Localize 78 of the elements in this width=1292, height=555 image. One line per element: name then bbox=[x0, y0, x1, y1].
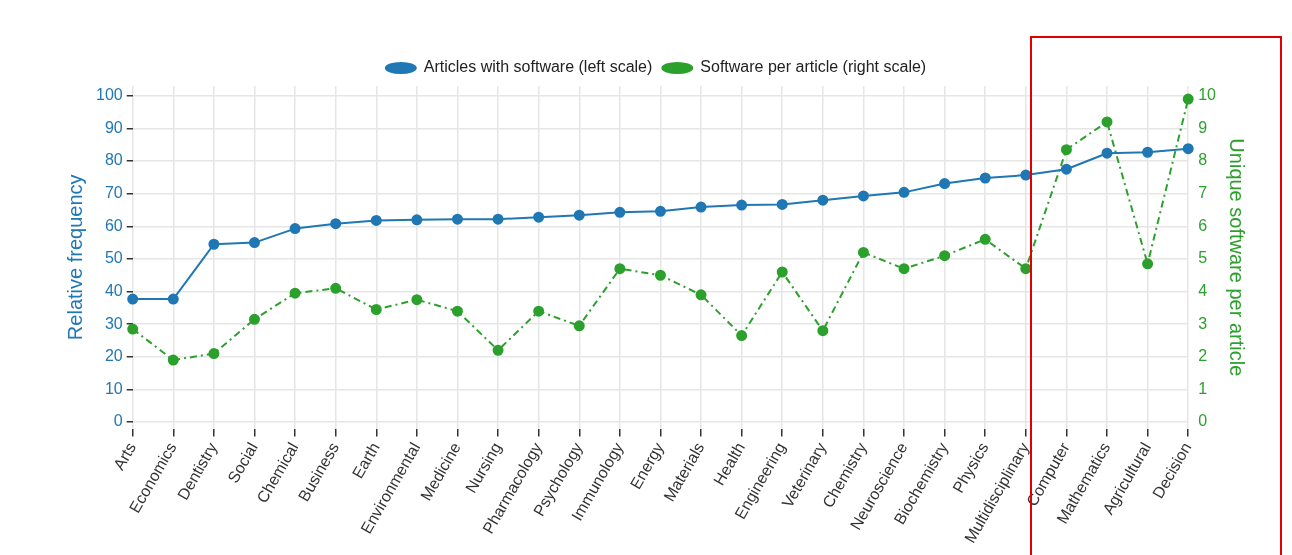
y2-tick-label: 2 bbox=[1198, 347, 1208, 365]
point bbox=[1101, 116, 1113, 128]
point bbox=[857, 190, 869, 202]
point bbox=[411, 294, 423, 306]
point bbox=[1142, 258, 1154, 270]
point bbox=[1101, 147, 1113, 159]
legend-label: Articles with software (left scale) bbox=[423, 58, 653, 76]
point bbox=[1060, 163, 1072, 175]
point bbox=[492, 213, 504, 225]
point bbox=[167, 354, 179, 366]
y2-tick-label: 0 bbox=[1198, 412, 1208, 430]
point bbox=[1060, 144, 1072, 156]
point bbox=[614, 206, 626, 218]
y-tick-label: 30 bbox=[104, 314, 123, 332]
y-tick-label: 40 bbox=[104, 281, 123, 299]
point bbox=[330, 218, 342, 230]
point bbox=[127, 293, 139, 305]
point bbox=[370, 214, 382, 226]
point bbox=[248, 313, 260, 325]
point bbox=[289, 223, 301, 235]
y-tick-label: 50 bbox=[104, 249, 123, 267]
point bbox=[573, 320, 585, 332]
point bbox=[167, 293, 179, 305]
point bbox=[330, 282, 342, 294]
point bbox=[208, 238, 220, 250]
point bbox=[654, 269, 666, 281]
y-tick-label: 80 bbox=[104, 151, 123, 169]
point bbox=[736, 199, 748, 211]
point bbox=[573, 209, 585, 221]
point bbox=[208, 348, 220, 360]
point bbox=[898, 263, 910, 275]
point bbox=[533, 305, 545, 317]
point bbox=[817, 325, 829, 337]
point bbox=[736, 330, 748, 342]
y-tick-label: 100 bbox=[95, 86, 123, 104]
point bbox=[127, 323, 139, 335]
y2-tick-label: 7 bbox=[1198, 184, 1208, 202]
point bbox=[451, 213, 463, 225]
y-tick-label: 20 bbox=[104, 347, 123, 365]
y-tick-label: 0 bbox=[113, 412, 123, 430]
point bbox=[857, 246, 869, 258]
y2-tick-label: 6 bbox=[1198, 216, 1208, 234]
point bbox=[939, 178, 951, 190]
y2-tick-label: 5 bbox=[1198, 249, 1208, 267]
point bbox=[1142, 146, 1154, 158]
point bbox=[776, 266, 788, 278]
point bbox=[1182, 93, 1194, 105]
point bbox=[1182, 143, 1194, 155]
y2-tick-label: 4 bbox=[1198, 281, 1208, 299]
point bbox=[939, 250, 951, 262]
y2-tick-label: 8 bbox=[1198, 151, 1208, 169]
point bbox=[248, 237, 260, 249]
point bbox=[654, 205, 666, 217]
y2-tick-label: 9 bbox=[1198, 118, 1208, 136]
point bbox=[492, 344, 504, 356]
point bbox=[533, 211, 545, 223]
point bbox=[695, 201, 707, 213]
point bbox=[898, 186, 910, 198]
point bbox=[776, 198, 788, 210]
y2-tick-label: 3 bbox=[1198, 314, 1208, 332]
point bbox=[817, 194, 829, 206]
point bbox=[411, 214, 423, 226]
point bbox=[614, 263, 626, 275]
y2-tick-label: 10 bbox=[1198, 86, 1217, 104]
y-axis-title: Relative frequency bbox=[63, 174, 86, 341]
point bbox=[695, 289, 707, 301]
y2-axis-title: Unique software per article bbox=[1226, 138, 1249, 377]
y-tick-label: 60 bbox=[104, 216, 123, 234]
point bbox=[979, 233, 991, 245]
y-tick-label: 10 bbox=[104, 379, 123, 397]
point bbox=[979, 172, 991, 184]
y-tick-label: 90 bbox=[104, 118, 123, 136]
point bbox=[289, 287, 301, 299]
y-tick-label: 70 bbox=[104, 184, 123, 202]
legend-label: Software per article (right scale) bbox=[700, 58, 927, 76]
y2-tick-label: 1 bbox=[1198, 379, 1208, 397]
point bbox=[370, 304, 382, 316]
point bbox=[451, 305, 463, 317]
